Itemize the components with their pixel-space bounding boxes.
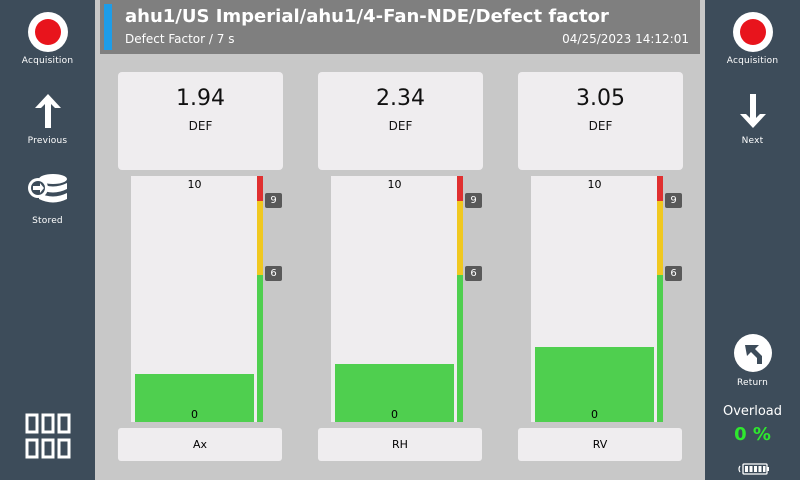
- next-label: Next: [741, 136, 764, 146]
- header-accent-bar: [104, 4, 112, 50]
- previous-button[interactable]: Previous: [0, 80, 95, 158]
- meter-scale-max: 10: [587, 178, 602, 191]
- page-header: ahu1/US Imperial/ahu1/4-Fan-NDE/Defect f…: [100, 0, 700, 54]
- meter-scale-min: 0: [191, 408, 198, 421]
- arrow-up-icon: [33, 90, 63, 132]
- meter-zone-scale: [657, 176, 663, 422]
- arrow-down-icon: [738, 90, 768, 132]
- meter-scale-max: 10: [187, 178, 202, 191]
- meter-unit: DEF: [188, 119, 213, 133]
- meter-bar-fill: [135, 374, 254, 422]
- page-subtitle: Defect Factor / 7 s: [125, 32, 235, 46]
- left-sidebar: Acquisition Previous Stored: [0, 0, 95, 480]
- database-icon: [25, 170, 71, 212]
- meter-zone-scale: [257, 176, 263, 422]
- meter-scale-min: 0: [591, 408, 598, 421]
- meter-zone-scale: [457, 176, 463, 422]
- meter-value: 1.94: [176, 86, 225, 111]
- meter-axis-label: Ax: [118, 428, 282, 461]
- meter-value: 2.34: [376, 86, 425, 111]
- meter-tick-alert: 6: [465, 266, 482, 281]
- record-icon: [27, 12, 68, 52]
- return-button[interactable]: Return: [705, 322, 800, 400]
- meter-scale-max: 10: [387, 178, 402, 191]
- meter-axis-label: RH: [318, 428, 482, 461]
- stored-button[interactable]: Stored: [0, 160, 95, 238]
- record-icon: [732, 12, 773, 52]
- meter-tick-warn: 9: [465, 193, 482, 208]
- meter-bar: 10 0: [131, 176, 258, 422]
- meter-value-box: 2.34 DEF: [318, 72, 483, 170]
- meter-value-box: 3.05 DEF: [518, 72, 683, 170]
- return-icon: [733, 332, 773, 374]
- meter-scale-min: 0: [391, 408, 398, 421]
- timestamp: 04/25/2023 14:12:01: [562, 32, 689, 46]
- meter-value: 3.05: [576, 86, 625, 111]
- overload-value: 0 %: [734, 424, 771, 445]
- stored-label: Stored: [32, 216, 63, 226]
- next-button[interactable]: Next: [705, 80, 800, 158]
- meter-value-box: 1.94 DEF: [118, 72, 283, 170]
- meter-axis-label: RV: [518, 428, 682, 461]
- meter-tick-alert: 6: [265, 266, 282, 281]
- right-sidebar: Acquisition Next Return: [705, 0, 800, 480]
- acquisition-button-right[interactable]: Acquisition: [705, 0, 800, 78]
- meter-bar-fill: [535, 347, 654, 422]
- acquisition-button-left[interactable]: Acquisition: [0, 0, 95, 78]
- meter-unit: DEF: [388, 119, 413, 133]
- meter-bar: 10 0: [531, 176, 658, 422]
- meter-unit: DEF: [588, 119, 613, 133]
- app-grid-icon[interactable]: [25, 413, 71, 459]
- meter-tick-warn: 9: [265, 193, 282, 208]
- meter-bar-fill: [335, 364, 454, 422]
- meter-tick-alert: 6: [665, 266, 682, 281]
- acquisition-label-right: Acquisition: [726, 56, 779, 66]
- return-label: Return: [736, 378, 769, 388]
- battery-icon: [737, 461, 771, 475]
- previous-label: Previous: [27, 136, 68, 146]
- meter-tick-warn: 9: [665, 193, 682, 208]
- page-title: ahu1/US Imperial/ahu1/4-Fan-NDE/Defect f…: [125, 6, 609, 27]
- overload-label: Overload: [722, 404, 783, 419]
- meter-bar: 10 0: [331, 176, 458, 422]
- acquisition-label-left: Acquisition: [21, 56, 74, 66]
